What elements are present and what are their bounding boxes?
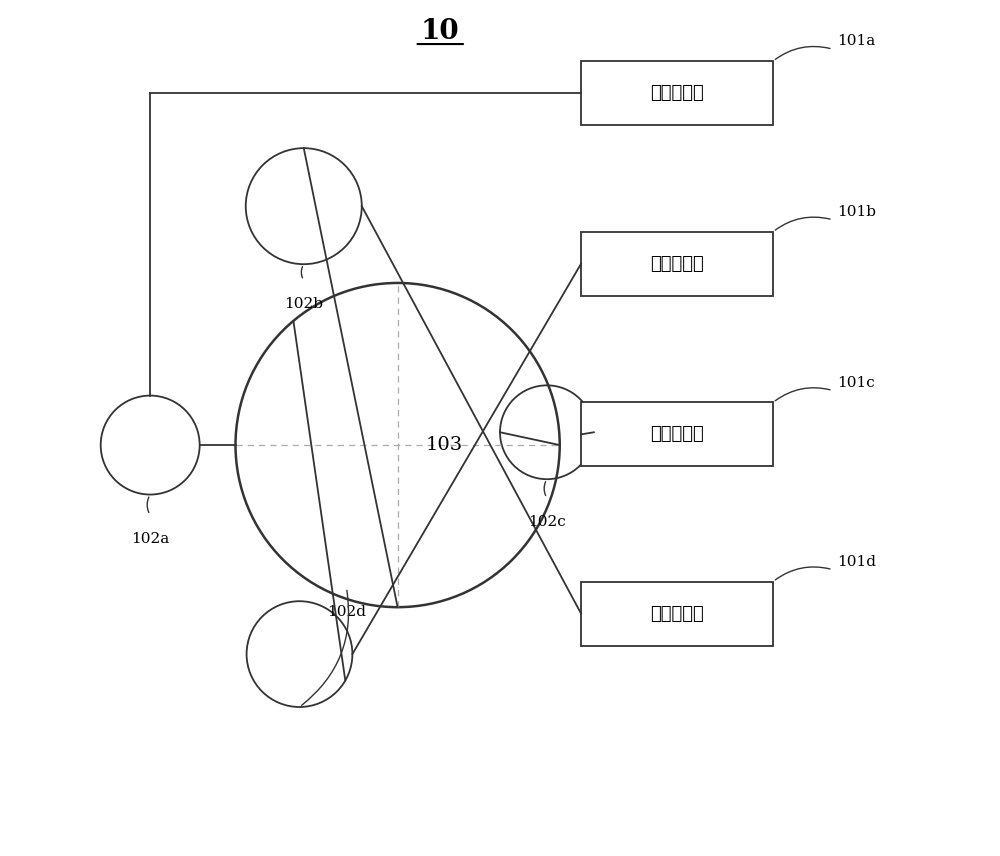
Text: 10: 10 xyxy=(421,18,460,45)
Text: 第二信号源: 第二信号源 xyxy=(650,255,704,273)
FancyBboxPatch shape xyxy=(581,61,773,125)
FancyBboxPatch shape xyxy=(581,232,773,296)
Text: 101a: 101a xyxy=(837,34,875,48)
FancyBboxPatch shape xyxy=(581,581,773,645)
Text: 102a: 102a xyxy=(131,532,169,546)
Text: 第三信号源: 第三信号源 xyxy=(650,425,704,443)
FancyBboxPatch shape xyxy=(581,402,773,467)
Text: 101d: 101d xyxy=(837,555,876,568)
Text: 102b: 102b xyxy=(284,297,323,312)
Text: 第一信号源: 第一信号源 xyxy=(650,84,704,102)
Text: 101b: 101b xyxy=(837,205,876,219)
Text: 102d: 102d xyxy=(327,604,366,619)
Text: 103: 103 xyxy=(426,436,463,454)
Text: 第四信号源: 第四信号源 xyxy=(650,604,704,622)
Text: 102c: 102c xyxy=(528,515,566,529)
Text: 101c: 101c xyxy=(837,376,875,389)
